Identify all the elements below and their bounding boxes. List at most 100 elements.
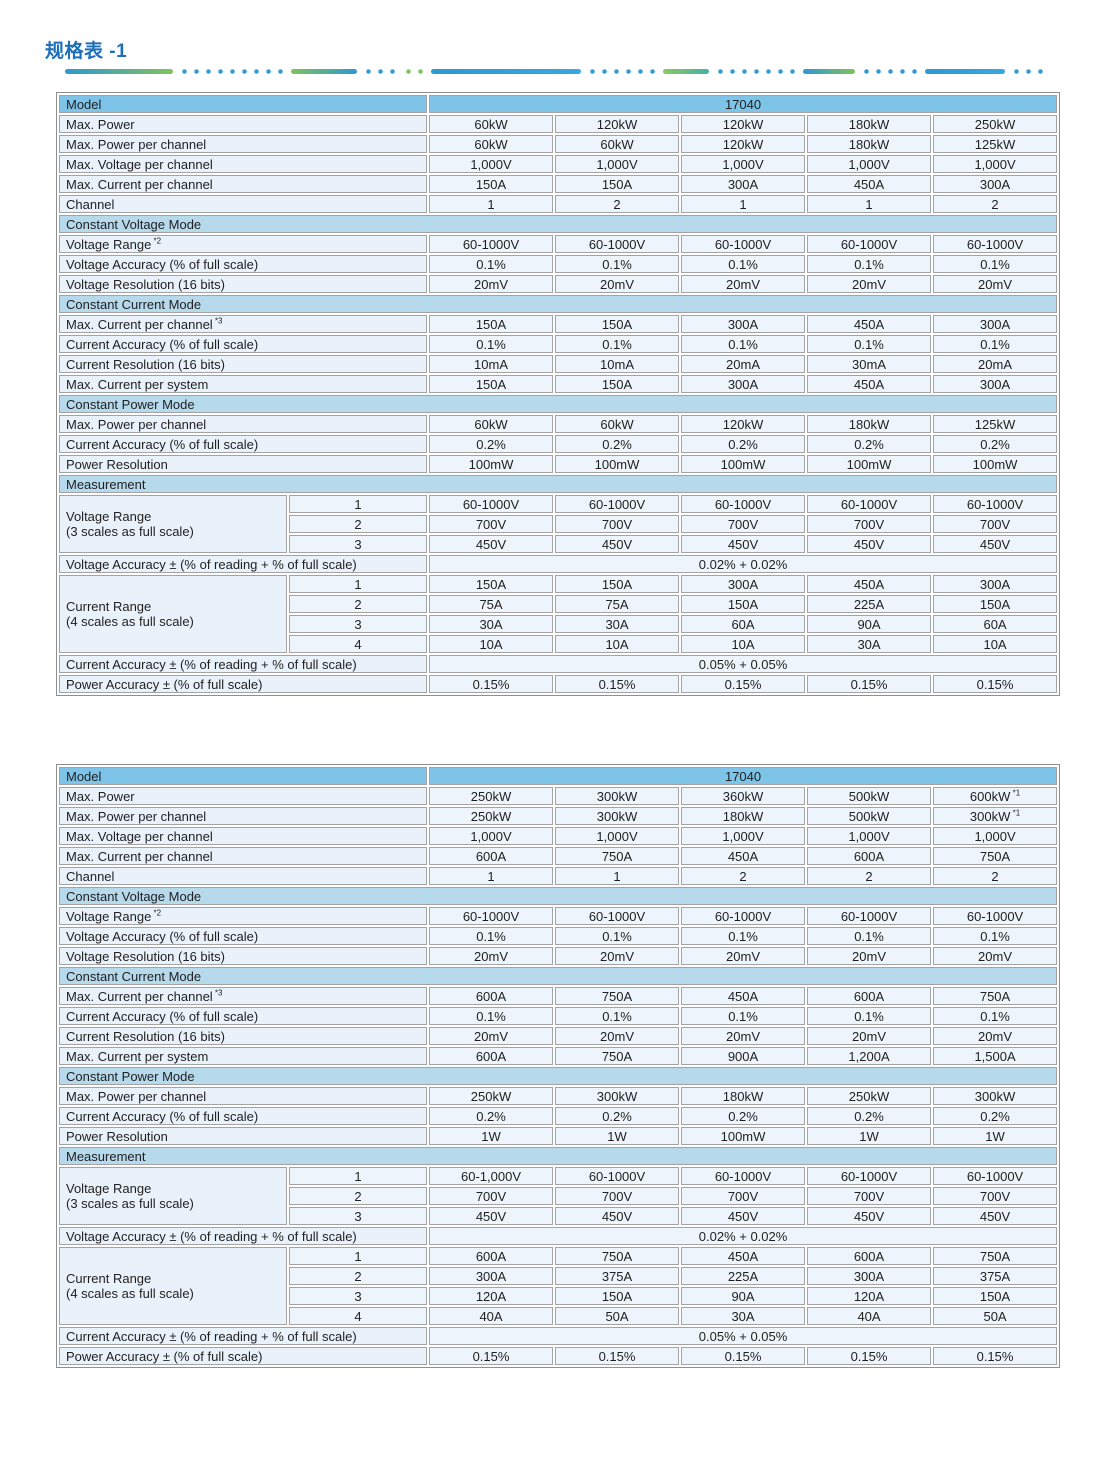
table-row: Max. Voltage per channel 1,000V 1,000V 1,00… bbox=[59, 155, 1058, 173]
spec-value-cell: 450V bbox=[933, 1207, 1058, 1225]
spec-value-cell: 750A bbox=[555, 847, 680, 865]
spec-value-cell: 150A bbox=[429, 375, 554, 393]
scale-index-cell: 3 bbox=[289, 535, 428, 553]
spec-value-cell: 375A bbox=[555, 1267, 680, 1285]
spec-label-cell: Power Accuracy ± (% of full scale) bbox=[59, 1347, 428, 1365]
spec-value-cell: 20mV bbox=[933, 275, 1058, 293]
spec-group-label-cell: Current Range (4 scales as full scale) bbox=[59, 1247, 287, 1325]
spec-value-cell: 250kW bbox=[429, 807, 554, 825]
spec-value-cell: 1,000V bbox=[681, 827, 806, 845]
spec-value-cell: 300A bbox=[933, 575, 1058, 593]
table-row: Voltage Accuracy (% of full scale) 0.1% 0.… bbox=[59, 255, 1058, 273]
table-row: Voltage Accuracy (% of full scale) 0.1% 0.… bbox=[59, 927, 1058, 945]
spec-value-cell: 60-1000V bbox=[681, 1167, 806, 1185]
separator-dots bbox=[179, 69, 285, 74]
spec-value-cell: 150A bbox=[933, 595, 1058, 613]
section-header-cell: Constant Current Mode bbox=[59, 967, 1058, 985]
spec-value-cell: 0.2% bbox=[555, 435, 680, 453]
spec-value-cell: 0.1% bbox=[933, 1007, 1058, 1025]
spec-value-cell: 0.2% bbox=[429, 1107, 554, 1125]
spec-value-cell: 20mV bbox=[807, 947, 932, 965]
spec-value-cell: 10mA bbox=[555, 355, 680, 373]
spec-value-cell: 500kW bbox=[807, 807, 932, 825]
spec-value-cell: 700V bbox=[429, 1187, 554, 1205]
spec-value-cell: 150A bbox=[555, 375, 680, 393]
spec-label-cell: Power Resolution bbox=[59, 1127, 428, 1145]
spec-value-cell: 0.1% bbox=[807, 335, 932, 353]
table-row: Power Accuracy ± (% of full scale) 0.15% 0… bbox=[59, 1347, 1058, 1365]
table-row: Voltage Accuracy ± (% of reading + % of … bbox=[59, 1227, 1058, 1245]
table-row: Voltage Resolution (16 bits) 20mV 20mV 20mV… bbox=[59, 275, 1058, 293]
spec-value-cell: 40A bbox=[429, 1307, 554, 1325]
spec-value-cell: 300A bbox=[681, 375, 806, 393]
table-row: Current Accuracy ± (% of reading + % of … bbox=[59, 655, 1058, 673]
spec-value-cell: 300A bbox=[681, 575, 806, 593]
spec-value-cell: 90A bbox=[807, 615, 932, 633]
table-row: Voltage Range *2 60-1000V 60-1000V 60-1000V… bbox=[59, 235, 1058, 253]
spec-value-cell: 0.1% bbox=[555, 927, 680, 945]
spec-value-cell: 600A bbox=[429, 987, 554, 1005]
spec-value-cell: 0.1% bbox=[933, 255, 1058, 273]
spec-value-cell: 700V bbox=[933, 1187, 1058, 1205]
spec-value-cell: 75A bbox=[429, 595, 554, 613]
table-row: Max. Current per system 600A 750A 900A 1,200… bbox=[59, 1047, 1058, 1065]
spec-value-cell: 750A bbox=[933, 847, 1058, 865]
spec-value-cell: 450A bbox=[807, 575, 932, 593]
spec-value-cell: 150A bbox=[555, 1287, 680, 1305]
spec-value-cell: 60-1000V bbox=[429, 907, 554, 925]
table-row: Max. Power per channel 60kW 60kW 120kW 180kW… bbox=[59, 415, 1058, 433]
spec-value-cell: 700V bbox=[933, 515, 1058, 533]
spec-value-cell: 600A bbox=[429, 1047, 554, 1065]
spec-value-cell: 600A bbox=[807, 987, 932, 1005]
spec-value-cell: 1,000V bbox=[429, 155, 554, 173]
spec-value-cell: 300kW bbox=[555, 787, 680, 805]
spec-value-cell: 750A bbox=[933, 987, 1058, 1005]
table-row: Measurement bbox=[59, 1147, 1058, 1165]
spec-value-cell: 10A bbox=[681, 635, 806, 653]
spec-value-cell: 0.2% bbox=[429, 435, 554, 453]
spec-table-2: Model 17040 Max. Power 250kW 300kW 360kW 500kW… bbox=[56, 764, 1061, 1368]
table-row: Max. Power 60kW 120kW 120kW 180kW 250kW bbox=[59, 115, 1058, 133]
spec-label-cell: Channel bbox=[59, 195, 428, 213]
table-row: Power Resolution 100mW 100mW 100mW 100mW 100m… bbox=[59, 455, 1058, 473]
spec-value-cell: 0.1% bbox=[807, 1007, 932, 1025]
separator-dots bbox=[861, 69, 919, 74]
spec-label-cell: Voltage Resolution (16 bits) bbox=[59, 947, 428, 965]
spec-value-cell: 20mV bbox=[429, 947, 554, 965]
spec-value-cell: 750A bbox=[555, 987, 680, 1005]
scale-index-cell: 3 bbox=[289, 1207, 428, 1225]
spec-value-cell: 600A bbox=[807, 1247, 932, 1265]
spec-value-cell: 0.1% bbox=[807, 255, 932, 273]
separator-dots bbox=[587, 69, 657, 74]
table-row: Power Accuracy ± (% of full scale) 0.15% 0… bbox=[59, 675, 1058, 693]
spec-value-cell: 0.2% bbox=[807, 435, 932, 453]
model-header-cell: Model bbox=[59, 95, 428, 113]
spec-value-cell: 900A bbox=[681, 1047, 806, 1065]
table-row: Max. Power per channel 60kW 60kW 120kW 180kW… bbox=[59, 135, 1058, 153]
spec-label-cell: Max. Power per channel bbox=[59, 807, 428, 825]
table-row: Max. Current per system 150A 150A 300A 450A 3… bbox=[59, 375, 1058, 393]
spec-value-cell: 60-1000V bbox=[807, 235, 932, 253]
spec-value-cell: 100mW bbox=[681, 1127, 806, 1145]
spec-value-cell: 450V bbox=[681, 1207, 806, 1225]
separator-bar bbox=[925, 69, 1005, 74]
spec-value-cell: 20mV bbox=[429, 1027, 554, 1045]
spec-value-cell: 125kW bbox=[933, 415, 1058, 433]
spec-value-cell: 250kW bbox=[933, 115, 1058, 133]
spec-value-cell: 20mV bbox=[555, 275, 680, 293]
scale-index-cell: 2 bbox=[289, 1187, 428, 1205]
table-row: Max. Power per channel 250kW 300kW 180kW 250… bbox=[59, 1087, 1058, 1105]
spec-value-cell: 100mW bbox=[933, 455, 1058, 473]
spec-value-cell: 120kW bbox=[681, 415, 806, 433]
table-row: 3 120A 150A 90A 120A 150A bbox=[59, 1287, 1058, 1305]
spec-value-cell: 60-1000V bbox=[933, 235, 1058, 253]
spec-value-cell: 1W bbox=[429, 1127, 554, 1145]
spec-value-cell: 120A bbox=[429, 1287, 554, 1305]
spec-value-cell: 60-1000V bbox=[933, 907, 1058, 925]
table-row: 3 450V 450V 450V 450V 450V bbox=[59, 535, 1058, 553]
spec-value-cell: 225A bbox=[681, 1267, 806, 1285]
separator-bar bbox=[431, 69, 581, 74]
spec-value-cell: 180kW bbox=[807, 415, 932, 433]
spec-value-cell: 600A bbox=[429, 1247, 554, 1265]
